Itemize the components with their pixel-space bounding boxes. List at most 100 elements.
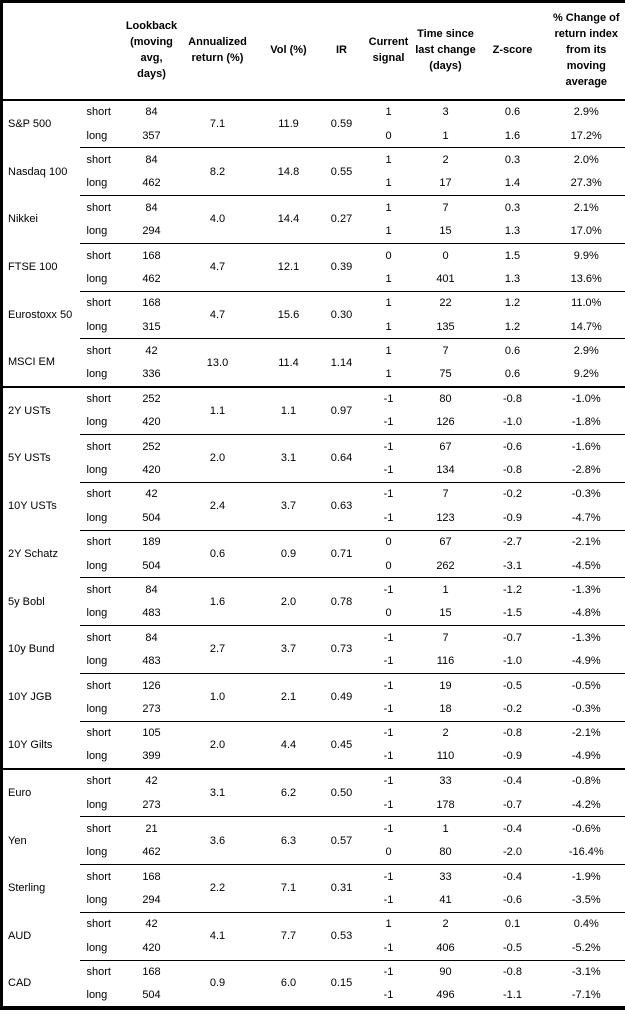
instrument-group: Eurostoxx 50 short 168 4.7 15.6 0.30 1 2… [2,290,625,339]
column-header-vol: Vol (%) [257,1,320,101]
vol-value: 3.7 [257,481,320,531]
current-signal-long-value: -1 [383,894,394,907]
annualized-return-value: 0.9 [177,959,258,1008]
annualized-return-value: 2.7 [177,625,258,674]
time-since-short-value: 1 [413,816,478,841]
pct-change-long-value: 17.0% [570,225,602,238]
instrument-group: S&P 500 short 84 7.1 11.9 0.59 1 3 0.6 2… [2,100,625,148]
time-since-long-value: 15 [439,607,452,620]
zscore-short-value: 0.3 [477,147,548,172]
zscore-long-value: -3.1 [503,559,522,572]
table-row-short: AUD short 42 4.1 7.7 0.53 1 2 0.1 0.4% [2,911,625,961]
zscore-short-value: 0.3 [477,195,548,220]
horizon-label-short: short [79,625,126,650]
lookback-short-value: 84 [125,577,178,602]
pct-change-long-value: -4.7% [571,511,601,524]
horizon-label-long: long [86,272,108,285]
current-signal-short-value: -1 [363,577,414,602]
horizon-label-long: long [86,798,108,811]
current-signal-short-value: 1 [363,195,414,220]
instrument-name: 10Y USTs [8,500,57,513]
lookback-long-value: 399 [142,750,161,763]
column-header-pct-change: % Change of return index from its moving… [547,1,625,101]
time-since-short-value: 1 [413,577,478,602]
pct-change-long-value: -4.9% [571,750,601,763]
pct-change-long-value: 9.2% [573,368,599,381]
zscore-short-value: -0.4 [477,767,548,793]
current-signal-long-value: 1 [385,320,392,333]
current-signal-long-value: -1 [383,511,394,524]
pct-change-short-value: -3.1% [547,959,625,984]
vol-value: 14.8 [257,147,320,196]
table-row-short: 5y Bobl short 84 1.6 2.0 0.78 -1 1 -1.2 … [2,577,625,626]
zscore-short-value: 1.2 [477,290,548,316]
zscore-long-value: -1.0 [503,416,522,429]
pct-change-long-value: 14.7% [570,320,602,333]
current-signal-short-value: 1 [385,106,392,119]
zscore-long-value: -0.5 [503,941,522,954]
current-signal-long-value: -1 [383,655,394,668]
time-since-short-value: 33 [413,767,478,793]
annualized-return-value: 4.0 [177,195,258,244]
zscore-long-value: -2.0 [503,846,522,859]
time-since-short-value: 2 [413,911,478,937]
pct-change-long-value: -7.1% [571,988,601,1001]
table-row-long: long 462 1 401 1.3 13.6% [2,267,625,291]
pct-change-long-value: -1.8% [571,416,601,429]
table-row-long: long 504 0 262 -3.1 -4.5% [2,554,625,578]
table-row-long: long 336 1 75 0.6 9.2% [2,363,625,387]
current-signal-short-value: -1 [363,481,414,507]
current-signal-short-value: 1 [363,290,414,316]
horizon-label-short: short [79,433,126,459]
instrument-name: 10Y JGB [8,691,52,704]
ir-value: 0.49 [319,672,364,722]
lookback-short-value: 252 [125,433,178,459]
time-since-short-value: 2 [413,720,478,746]
current-signal-long-value: 1 [385,368,392,381]
vol-value: 11.4 [257,338,320,387]
horizon-label-short: short [79,481,126,507]
horizon-label-short: short [79,242,126,268]
column-header-annualized-return: Annualized return (%) [177,1,258,101]
horizon-label-long: long [86,655,108,668]
current-signal-short-value: 0 [363,242,414,268]
instrument-group: 2Y Schatz short 189 0.6 0.9 0.71 0 67 -2… [2,529,625,578]
time-since-short-value: 2 [413,147,478,172]
zscore-long-value: -1.0 [503,655,522,668]
horizon-label-short: short [79,195,126,220]
zscore-long-value: 1.3 [504,272,521,285]
current-signal-long-value: -1 [383,464,394,477]
lookback-short-value: 168 [125,959,178,984]
zscore-long-value: 1.6 [504,129,521,142]
instrument-group: Yen short 21 3.6 6.3 0.57 -1 1 -0.4 -0.6… [2,816,625,865]
instrument-group: 2Y USTs short 252 1.1 1.1 0.97 -1 80 -0.… [1,385,625,435]
zscore-short-value: -0.6 [477,433,548,459]
table-row-long: long 357 0 1 1.6 17.2% [2,124,625,148]
horizon-label-short: short [79,290,126,316]
instrument-name: 10Y Gilts [8,738,53,751]
current-signal-short-value: -1 [363,385,414,411]
pct-change-short-value: -2.1% [547,529,625,554]
time-since-short-value: 0 [413,242,478,268]
horizon-label-long: long [86,464,108,477]
lookback-long-value: 483 [142,607,161,620]
pct-change-short-value: 2.9% [547,338,625,363]
annualized-return-value: 1.0 [177,672,258,722]
zscore-long-value: -0.6 [503,894,522,907]
vol-value: 2.0 [257,577,320,626]
horizon-label-long: long [86,750,108,763]
annualized-return-value: 13.0 [177,338,258,387]
instrument-name: Eurostoxx 50 [8,309,73,322]
pct-change-short-value: -1.9% [547,864,625,889]
lookback-short-value: 84 [125,147,178,172]
ir-value: 0.50 [319,767,364,817]
vol-value: 2.1 [257,672,320,722]
time-since-long-value: 80 [439,846,452,859]
table-row-short: 10y Bund short 84 2.7 3.7 0.73 -1 7 -0.7… [2,625,625,674]
annualized-return-value: 4.7 [177,290,258,339]
lookback-short-value: 252 [125,385,178,411]
table-row-short: 10Y JGB short 126 1.0 2.1 0.49 -1 19 -0.… [2,672,625,722]
current-signal-long-value: -1 [383,702,394,715]
zscore-long-value: 1.4 [504,177,521,190]
current-signal-long-value: -1 [383,798,394,811]
